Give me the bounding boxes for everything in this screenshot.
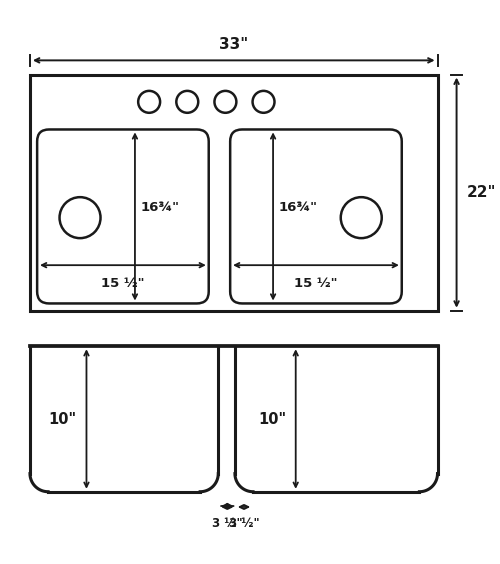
Bar [30, 74, 438, 311]
Text: 10": 10" [48, 412, 76, 426]
Text: 10": 10" [258, 412, 286, 426]
Text: 15 ½": 15 ½" [101, 277, 144, 290]
Text: 15 ½": 15 ½" [294, 277, 338, 290]
Text: 33": 33" [219, 37, 248, 52]
Text: 22": 22" [467, 185, 496, 200]
Text: 16¾": 16¾" [279, 201, 318, 214]
Text: 3 ½": 3 ½" [212, 517, 242, 531]
Text: 3 ½": 3 ½" [228, 517, 260, 531]
Text: 16¾": 16¾" [140, 201, 179, 214]
